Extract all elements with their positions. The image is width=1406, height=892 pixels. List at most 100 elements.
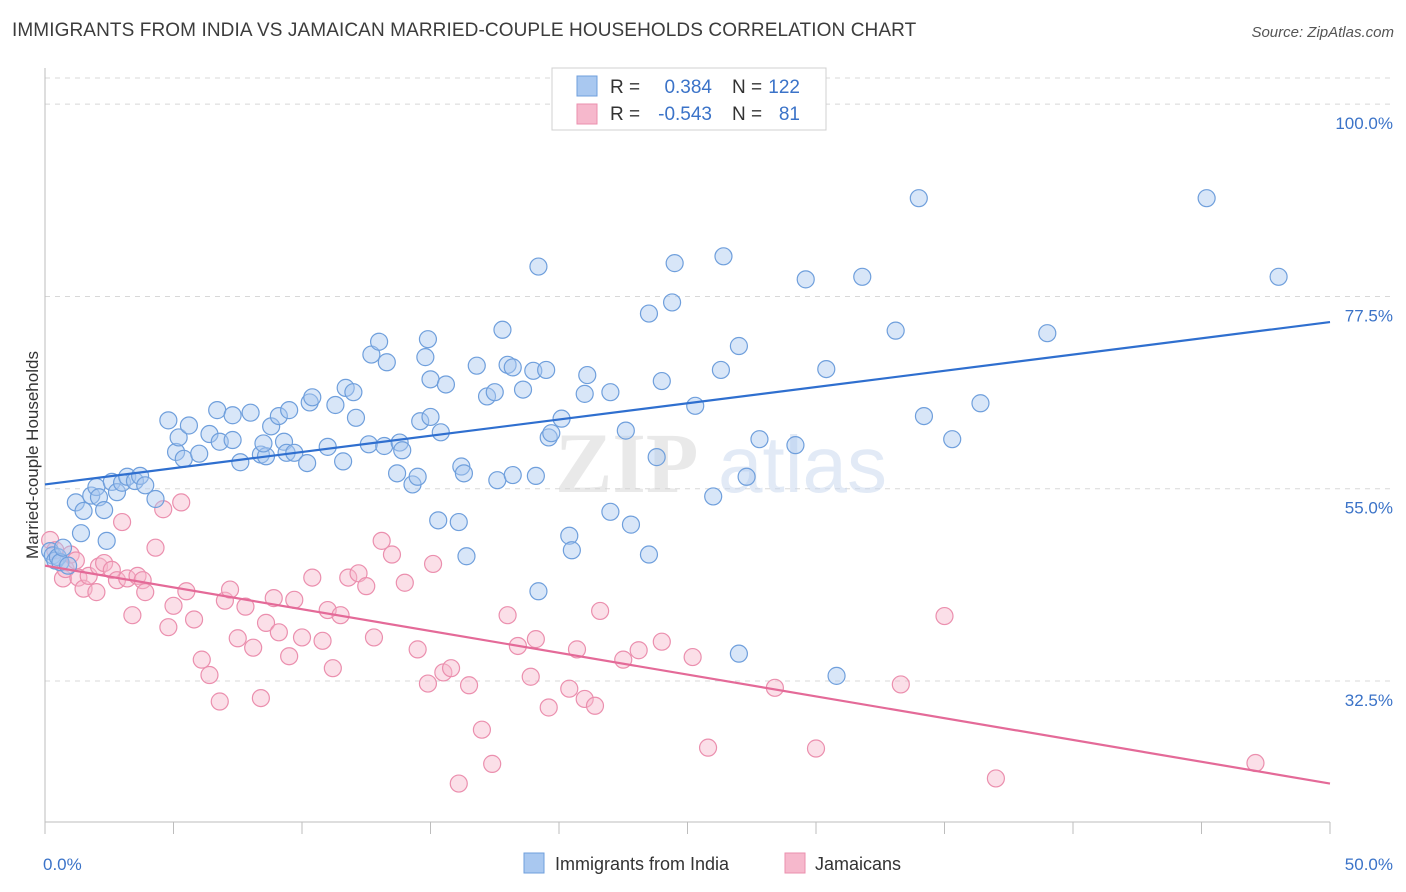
jamaicans-point — [339, 568, 358, 587]
jamaicans-point — [418, 674, 438, 693]
india-point — [344, 383, 363, 402]
india-point — [431, 423, 450, 442]
jamaicans-point — [395, 573, 414, 592]
india-point — [421, 407, 440, 427]
jamaicans-point — [698, 738, 718, 757]
india-point — [421, 370, 440, 389]
india-point — [943, 430, 962, 449]
jamaicans-point — [313, 631, 332, 650]
y-tick-label: 77.5% — [1345, 306, 1393, 325]
y-tick-label: 100.0% — [1335, 114, 1393, 133]
jamaicans-point — [483, 754, 502, 773]
jamaicans-point — [459, 676, 479, 695]
jamaicans-point — [256, 613, 276, 632]
legend-n-label-1: N = — [732, 77, 762, 98]
india-trend-line — [44, 320, 1331, 486]
jamaicans-point — [269, 623, 288, 642]
india-point — [616, 421, 635, 440]
jamaicans-point — [236, 597, 255, 616]
bottom-legend-label-jamaicans: Jamaicans — [815, 854, 901, 874]
india-point — [647, 448, 666, 467]
jamaicans-point — [136, 583, 155, 602]
jamaicans-point — [123, 606, 142, 625]
india-point — [485, 383, 504, 402]
india-point — [503, 358, 522, 377]
india-point — [796, 270, 815, 289]
india-point — [513, 380, 533, 399]
india-point — [82, 486, 101, 505]
series-legend: Immigrants from India Jamaicans — [523, 852, 901, 874]
india-point — [231, 453, 250, 472]
india-point — [370, 332, 389, 351]
india-point — [457, 547, 476, 566]
legend-r-label-1: R = — [610, 77, 640, 98]
india-point — [704, 487, 723, 506]
jamaicans-point — [441, 659, 461, 678]
india-point — [914, 406, 934, 426]
jamaicans-point — [87, 583, 106, 602]
jamaicans-point — [408, 640, 427, 659]
india-point — [262, 417, 281, 436]
india-point — [200, 424, 219, 444]
jamaicans-point — [192, 650, 211, 669]
india-point — [686, 396, 705, 415]
india-point — [665, 254, 684, 273]
india-point — [467, 356, 486, 375]
jamaicans-point — [172, 493, 191, 512]
india-point — [621, 515, 641, 534]
india-point — [537, 360, 556, 380]
india-point — [560, 526, 579, 545]
india-point — [503, 465, 522, 485]
india-point — [159, 411, 178, 430]
india-point — [95, 500, 114, 520]
jamaicans-point — [184, 610, 204, 629]
india-point — [74, 501, 93, 521]
india-point — [817, 359, 836, 379]
india-point — [146, 489, 165, 509]
india-point — [393, 441, 412, 460]
chart-title: IMMIGRANTS FROM INDIA VS JAMAICAN MARRIE… — [12, 20, 917, 41]
india-point — [136, 476, 155, 495]
india-point — [449, 512, 468, 532]
india-point — [166, 442, 186, 462]
y-axis-label: Married-couple Households — [23, 351, 42, 559]
india-point — [418, 330, 438, 349]
india-point — [107, 483, 127, 502]
jamaicans-point — [585, 696, 605, 715]
india-point — [639, 304, 659, 323]
india-point — [493, 320, 512, 339]
india-point — [488, 471, 507, 490]
india-point — [1269, 267, 1288, 286]
jamaicans-point — [449, 774, 468, 793]
jamaicans-point — [102, 560, 121, 580]
india-point — [526, 466, 545, 486]
india-point — [416, 348, 435, 367]
x-tick-label-min: 0.0% — [43, 855, 82, 874]
india-point — [1038, 324, 1057, 343]
legend-n-value-1: 122 — [768, 77, 800, 98]
y-tick-label: 32.5% — [1345, 691, 1393, 710]
y-tick-label: 55.0% — [1345, 499, 1393, 518]
india-point — [274, 432, 294, 451]
legend-r-value-1: 0.384 — [664, 77, 712, 98]
india-point — [411, 412, 430, 431]
india-point — [578, 365, 597, 385]
india-point — [300, 393, 319, 412]
india-point — [542, 424, 561, 443]
india-point — [97, 531, 116, 550]
axes — [44, 68, 1331, 834]
india-point — [303, 388, 322, 407]
jamaicans-point — [560, 679, 579, 698]
jamaicans-point — [303, 568, 322, 587]
india-point — [562, 541, 581, 560]
jamaicans-point — [567, 640, 587, 659]
india-point — [711, 360, 731, 380]
jamaicans-point — [264, 589, 283, 608]
jamaicans-point — [210, 692, 229, 711]
india-point — [750, 430, 769, 449]
jamaicans-point — [280, 647, 299, 666]
india-point — [714, 247, 733, 266]
india-point — [1197, 189, 1216, 208]
jamaicans-point — [539, 698, 558, 717]
